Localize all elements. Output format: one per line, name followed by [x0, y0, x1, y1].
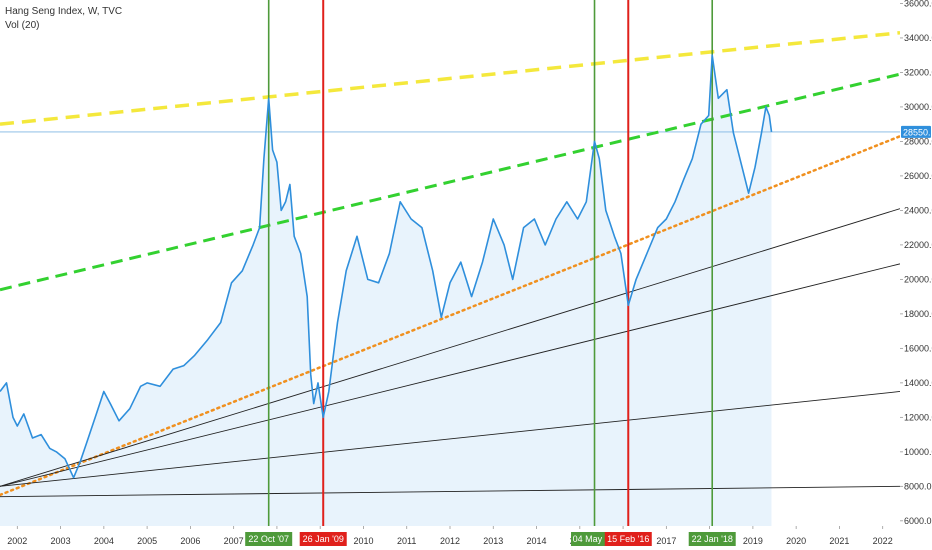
y-tick-label: 6000.0 [904, 516, 932, 526]
x-tick-label: 2013 [483, 536, 503, 546]
marker-tag-label[interactable]: 22 Oct '07 [248, 534, 289, 544]
x-tick-label: 2017 [656, 536, 676, 546]
trendline-fan-lines-3[interactable] [0, 208, 900, 487]
marker-tag-label[interactable]: 15 Feb '16 [607, 534, 649, 544]
y-tick-label: 14000.0 [904, 378, 932, 388]
x-tick-label: 2003 [51, 536, 71, 546]
x-tick-label: 2002 [7, 536, 27, 546]
y-tick-label: 34000.0 [904, 33, 932, 43]
last-price-label: 28550.2 [903, 127, 932, 137]
x-tick-label: 2022 [873, 536, 893, 546]
y-tick-label: 12000.0 [904, 412, 932, 422]
y-tick-label: 26000.0 [904, 171, 932, 181]
x-tick-label: 2020 [786, 536, 806, 546]
volume-indicator-label[interactable]: Vol (20) [5, 20, 40, 31]
y-tick-label: 10000.0 [904, 447, 932, 457]
trendline-fan-lines-4[interactable] [0, 263, 900, 487]
marker-tag-bg [245, 532, 293, 546]
y-tick-label: 28000.0 [904, 136, 932, 146]
x-tick-label: 2010 [353, 536, 373, 546]
marker-tag-bg [688, 532, 736, 546]
marker-tag-bg [299, 532, 347, 546]
x-tick-label: 2006 [180, 536, 200, 546]
trendline-fan-lines-5[interactable] [0, 391, 900, 487]
marker-tag-label[interactable]: 04 May '15 [573, 534, 617, 544]
trendline-resistance-mid-1[interactable] [0, 72, 900, 292]
x-tick-label: 2005 [137, 536, 157, 546]
x-tick-label: 2007 [224, 536, 244, 546]
marker-tag-bg [604, 532, 652, 546]
x-tick-label: 2004 [94, 536, 114, 546]
y-tick-label: 36000.0 [904, 0, 932, 8]
price-area-fill [0, 55, 772, 526]
y-tick-label: 30000.0 [904, 102, 932, 112]
x-tick-label: 2011 [397, 536, 416, 546]
chart-legend: Hang Seng Index, W, TVC Vol (20) [5, 5, 122, 33]
y-tick-label: 8000.0 [904, 481, 932, 491]
y-tick-label: 18000.0 [904, 309, 932, 319]
marker-tag-label[interactable]: 22 Jan '18 [692, 534, 733, 544]
symbol-title[interactable]: Hang Seng Index, W, TVC [5, 6, 123, 17]
plot-area[interactable] [0, 0, 900, 526]
y-tick-label: 16000.0 [904, 343, 932, 353]
last-price-badge [901, 125, 931, 138]
y-tick-label: 22000.0 [904, 240, 932, 250]
x-tick-label: 2019 [743, 536, 763, 546]
y-tick-label: 32000.0 [904, 67, 932, 77]
y-tick-label: 24000.0 [904, 205, 932, 215]
x-tick-label: 2021 [829, 536, 849, 546]
marker-tag-label[interactable]: 26 Jan '09 [303, 534, 344, 544]
price-line[interactable] [0, 54, 773, 479]
x-tick-label: 2014 [527, 536, 547, 546]
x-tick-label: 2012 [440, 536, 460, 546]
marker-tags: 28550.2 22 Oct '07 26 Jan '09 04 May '1515 … [245, 125, 932, 546]
trendline-fan-lines-6[interactable] [0, 485, 900, 498]
trendline-resistance-top-0[interactable] [0, 31, 900, 126]
y-tick-label: 20000.0 [904, 274, 932, 284]
trendline-support-2[interactable] [0, 134, 900, 497]
